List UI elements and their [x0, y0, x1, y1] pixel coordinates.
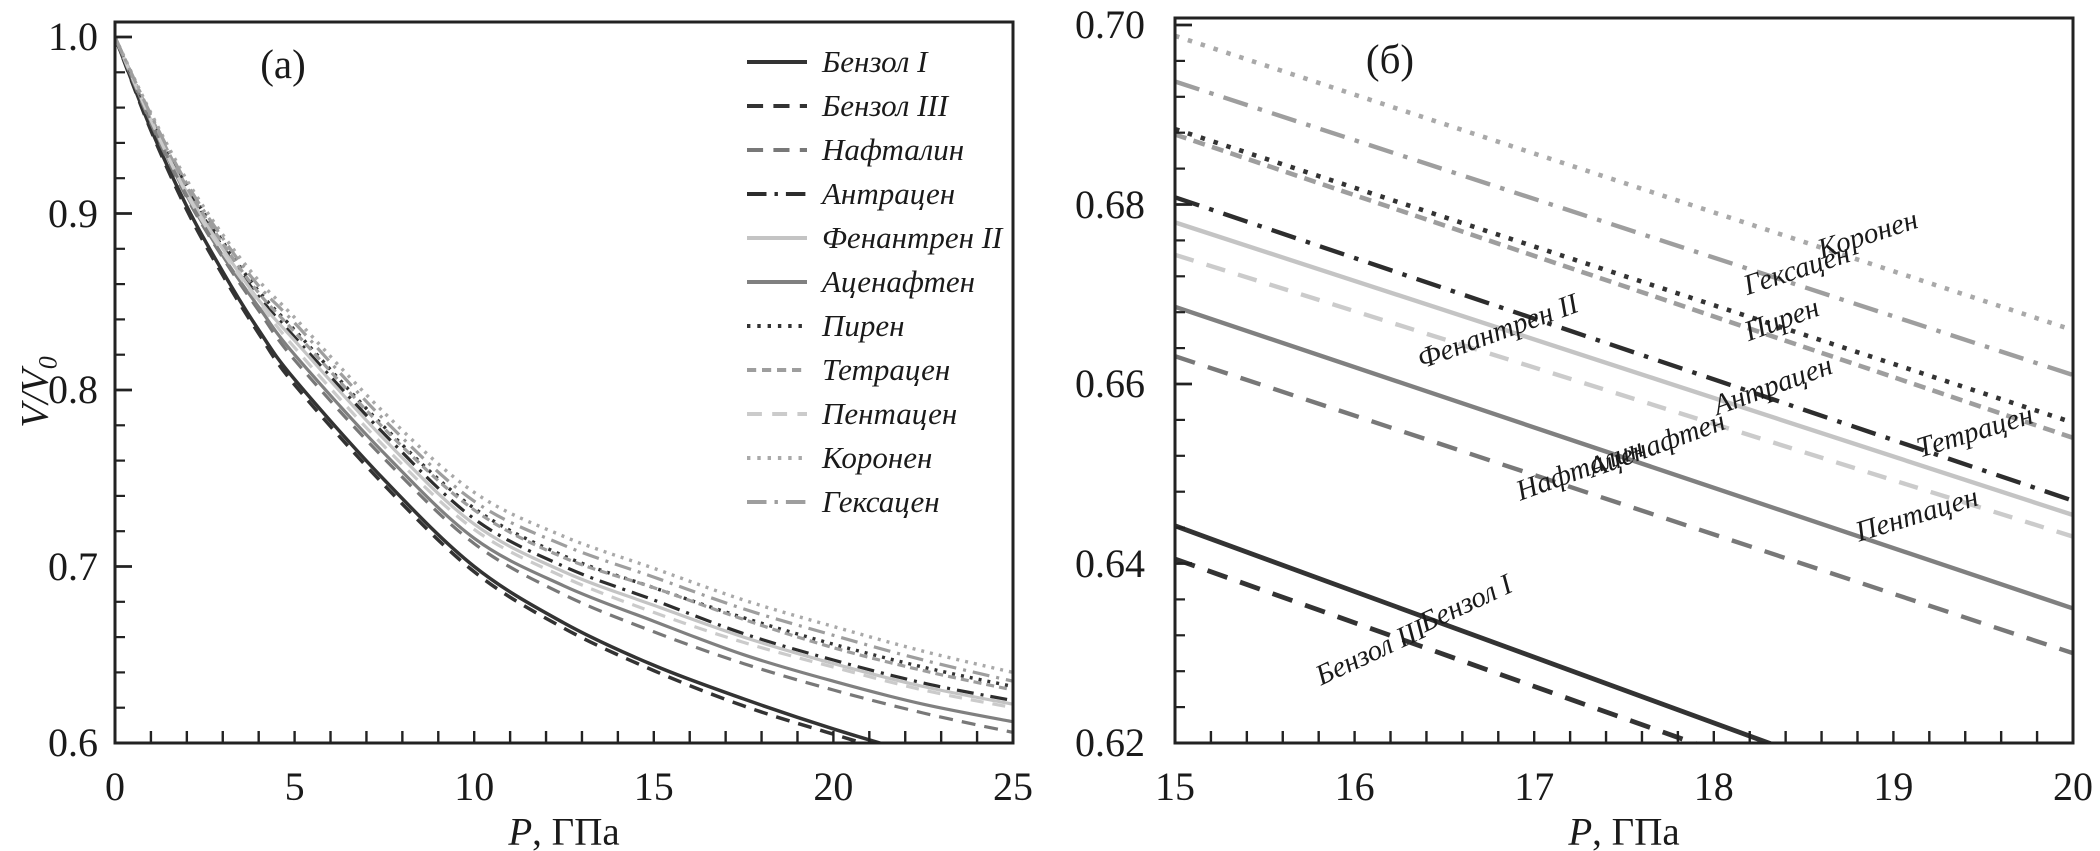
legend-line-swatch-icon	[747, 192, 807, 196]
legend-line-swatch-icon	[747, 368, 807, 372]
curve-b-1	[1175, 556, 1701, 743]
curve-b-0	[1175, 523, 1776, 743]
x-axis-variable: P	[1568, 810, 1593, 851]
legend-item: Гексацен	[746, 484, 940, 520]
x-tick-label: 15	[1155, 764, 1195, 809]
x-axis-unit: , ГПа	[1592, 810, 1680, 851]
y-tick-label: 0.9	[48, 190, 98, 236]
legend-item: Фенантрен II	[746, 220, 1002, 256]
panel-b-curves	[1175, 33, 2073, 743]
panel-a-curves	[115, 36, 1013, 743]
x-tick-label: 18	[1693, 764, 1734, 809]
curve-a-10	[115, 36, 1013, 683]
y-tick-label: 0.66	[1075, 361, 1145, 406]
y-tick-label: 1.0	[48, 14, 98, 59]
legend-line-swatch-icon	[747, 324, 807, 328]
legend-line-swatch-icon	[747, 60, 807, 64]
legend-line-swatch-icon	[747, 104, 807, 108]
curve-a-9	[115, 36, 1013, 675]
legend-item: Бензол I	[746, 44, 927, 80]
legend-item: Тетрацен	[746, 352, 950, 388]
curve-b-8	[1175, 252, 2073, 539]
curve-b-3	[1175, 195, 2073, 503]
y-tick-label: 0.8	[48, 367, 98, 412]
legend-line-swatch-icon	[747, 500, 807, 504]
x-tick-label: 20	[813, 764, 854, 809]
legend-label: Антрацен	[822, 176, 956, 211]
panel-a-x-axis-title: P, ГПа	[508, 810, 619, 851]
legend-line-swatch-icon	[747, 456, 807, 460]
panel-b-x-axis-title: P, ГПа	[1568, 810, 1679, 851]
x-tick-label: 17	[1514, 764, 1555, 809]
legend-label: Пирен	[822, 308, 905, 343]
y-tick-label: 0.68	[1075, 181, 1145, 227]
curve-a-8	[115, 36, 1013, 710]
legend-line-swatch-icon	[747, 280, 807, 284]
curve-b-9	[1175, 33, 2073, 333]
curve-a-1	[115, 36, 869, 743]
legend-label: Аценафтен	[822, 264, 975, 299]
legend-item: Нафталин	[746, 132, 964, 168]
x-tick-label: 16	[1334, 764, 1375, 809]
panel-a-marker: (a)	[260, 41, 306, 87]
legend-label: Коронен	[822, 440, 933, 475]
curve-a-7	[115, 36, 1013, 692]
y-tick-label: 0.62	[1075, 720, 1145, 765]
x-tick-label: 5	[284, 764, 305, 809]
legend-line-swatch-icon	[747, 148, 807, 152]
legend-item: Пентацен	[746, 396, 957, 432]
legend-item: Коронен	[746, 440, 932, 476]
legend-label: Тетрацен	[822, 352, 951, 387]
legend-line-swatch-icon	[747, 236, 807, 240]
x-tick-label: 0	[105, 764, 125, 809]
legend-label: Гексацен	[822, 484, 940, 519]
y-tick-label: 0.6	[48, 720, 98, 765]
legend-line-swatch-icon	[747, 412, 807, 416]
y-tick-label: 0.64	[1075, 540, 1145, 586]
legend-label: Пентацен	[822, 396, 958, 431]
plot-frame	[1173, 16, 2075, 745]
legend-item: Бензол III	[746, 88, 948, 124]
x-tick-label: 19	[1873, 764, 1914, 809]
curve-b-10	[1175, 79, 2073, 378]
curve-b-6	[1175, 126, 2073, 425]
x-tick-label: 25	[993, 764, 1033, 809]
legend-item: Пирен	[746, 308, 905, 344]
legend-label: Бензол III	[822, 88, 949, 123]
legend-label: Фенантрен II	[822, 220, 1003, 255]
x-tick-label: 10	[454, 764, 495, 809]
curve-b-5	[1175, 304, 2073, 611]
curve-b-7	[1175, 132, 2073, 440]
y-tick-label: 0.70	[1075, 2, 1145, 47]
curve-b-4	[1175, 220, 2073, 518]
plot-frame	[113, 20, 1015, 745]
y-tick-label: 0.7	[48, 543, 98, 589]
legend-item: Антрацен	[746, 176, 955, 212]
x-tick-label: 15	[633, 764, 674, 809]
x-axis-variable: P	[508, 810, 533, 851]
legend-item: Аценафтен	[746, 264, 975, 300]
x-axis-unit: , ГПа	[532, 810, 620, 851]
curve-b-2	[1175, 354, 2073, 656]
x-tick-label: 20	[2053, 764, 2093, 809]
panel-b-marker: (б)	[1365, 36, 1415, 82]
legend-label: Бензол I	[822, 44, 928, 79]
legend-label: Нафталин	[822, 132, 965, 167]
